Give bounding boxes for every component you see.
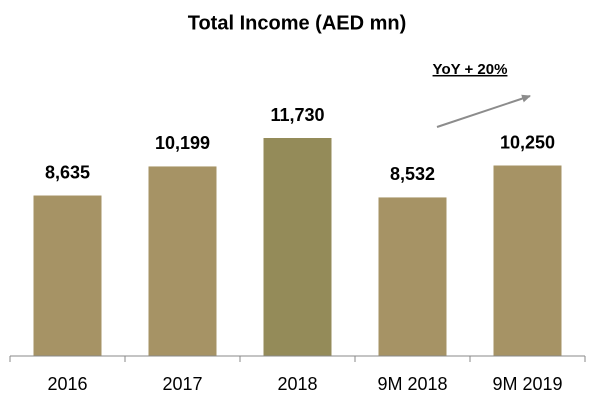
x-tick-label: 2016 — [47, 374, 87, 394]
x-tick-label: 9M 2018 — [377, 374, 447, 394]
bar — [148, 166, 217, 356]
bar — [378, 197, 447, 356]
x-tick-label: 2018 — [277, 374, 317, 394]
value-label: 8,532 — [390, 164, 435, 184]
trend-arrow — [436, 94, 531, 128]
chart-title: Total Income (AED mn) — [188, 12, 407, 34]
annotation: YoY + 20% — [433, 61, 508, 78]
value-label: 10,199 — [155, 133, 210, 153]
bar — [263, 138, 332, 356]
x-tick-label: 9M 2019 — [492, 374, 562, 394]
bar — [493, 165, 562, 356]
x-tick-label: 2017 — [162, 374, 202, 394]
value-label: 11,730 — [270, 105, 324, 125]
value-label: 8,635 — [45, 162, 90, 182]
value-label: 10,250 — [500, 132, 555, 152]
bar — [33, 195, 102, 356]
